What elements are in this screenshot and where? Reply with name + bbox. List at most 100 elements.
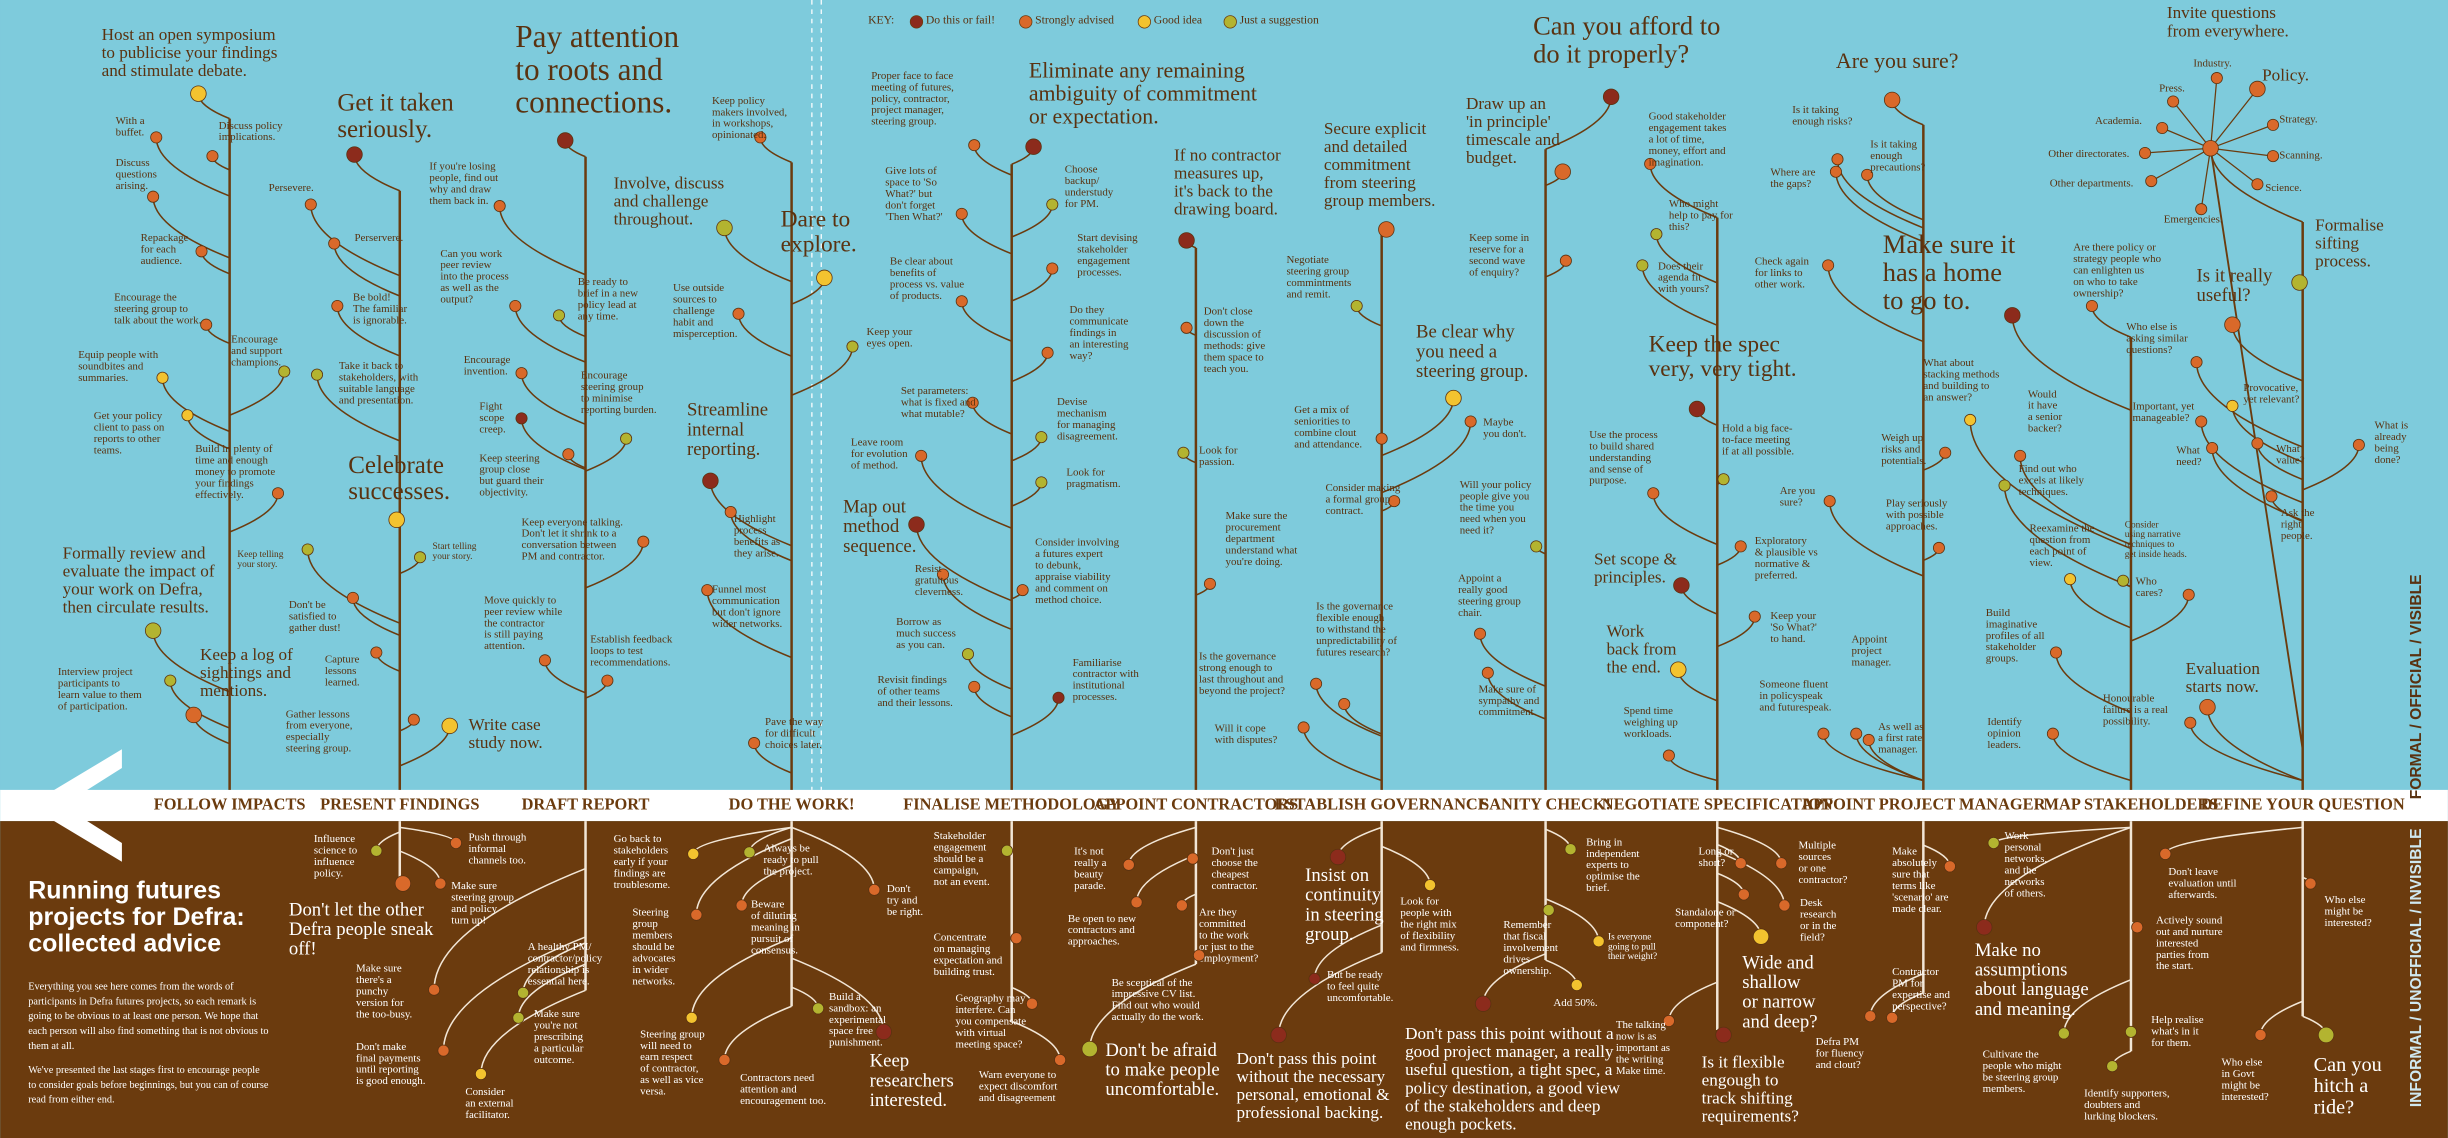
advice-line: project manager, [871, 104, 944, 116]
advice-line: Is the governance [1199, 651, 1276, 663]
advice-dot [185, 706, 202, 724]
advice-line: What about [1923, 357, 1974, 369]
advice-line: networks. [632, 976, 675, 988]
advice-dot [2206, 442, 2219, 455]
advice-line: ready to pull [763, 854, 818, 866]
advice-line: gather dust! [289, 622, 341, 634]
advice-line: Who else [2325, 894, 2366, 906]
branch [1277, 951, 1382, 1035]
advice-line: The talking [1616, 1019, 1667, 1031]
advice-line: Appoint [1852, 634, 1888, 646]
advice-line: and building to [1923, 380, 1990, 392]
advice-line: Choose [1065, 164, 1098, 176]
advice-line: and clout? [1816, 1059, 1861, 1071]
advice-text: Exploratory & plausible vs normative & pref… [1755, 535, 1818, 581]
advice-text: Does their agenda fit with yours? [1658, 260, 1709, 295]
key-dot [1223, 15, 1237, 29]
advice-line: component? [1675, 918, 1728, 930]
advice-text: Good stakeholder engagement takes a lot of… [1649, 111, 1727, 169]
advice-line: yet relevant? [2243, 394, 2299, 406]
advice-dot [1748, 610, 1761, 623]
advice-line: reserve for a [1469, 244, 1524, 256]
advice-dot [562, 448, 575, 461]
advice-line: Consider [2125, 520, 2160, 530]
advice-text: Encourage steering group to minimise report… [581, 370, 657, 416]
advice-line: and disagreement [979, 1092, 1056, 1104]
advice-line: engough to [1702, 1070, 1779, 1089]
advice-line: Keep a log of [200, 645, 293, 664]
advice-line: Don't pass this point without a [1405, 1024, 1614, 1043]
stage-label: FOLLOW IMPACTS [154, 794, 306, 813]
advice-text: Work personal networks, and the networks of o… [2005, 830, 2048, 899]
advice-dot [156, 371, 169, 384]
advice-line: 'scenario' are [1892, 892, 1948, 904]
advice-line: Make sure of [1478, 684, 1536, 696]
advice-text: Bring in independent experts to optimise th… [1586, 836, 1640, 894]
advice-line: beyond the project? [1199, 685, 1285, 697]
branch [2200, 148, 2212, 210]
advice-dot [748, 737, 761, 750]
advice-line: Dare to [781, 207, 851, 233]
advice-line: Pay attention [515, 19, 679, 54]
advice-line: down the [1204, 317, 1244, 329]
advice-line: Insist on [1305, 865, 1370, 886]
advice-line: But be ready [1327, 969, 1383, 981]
advice-dot [1987, 836, 2000, 849]
advice-line: benefits of [890, 267, 937, 279]
advice-line: for them. [2151, 1037, 2191, 1049]
advice-text: Standalone or component? [1675, 907, 1736, 930]
advice-line: to debunk, [1035, 560, 1081, 572]
advice-line: Someone fluent [1759, 679, 1828, 691]
advice-line: Give lots of [885, 165, 937, 177]
advice-dot [1052, 691, 1065, 704]
advice-text: Warn everyone to expect discomfort and dis… [979, 1069, 1057, 1104]
advice-line: Defra people sneak [289, 919, 434, 940]
advice-text: Weigh up risks and potentials. [1881, 432, 1926, 467]
advice-dot [311, 368, 324, 381]
advice-text: Highlight process benefits as they arise. [734, 513, 780, 559]
advice-line: implications. [219, 131, 276, 143]
advice-line: techniques to [2125, 540, 2175, 550]
advice-dot [1734, 857, 1747, 870]
advice-line: sympathy and [1478, 695, 1539, 707]
advice-text: Honourable failure is a real possibility. [2103, 693, 2168, 728]
advice-line: recommendations. [590, 656, 670, 668]
advice-line: pursuit of [751, 933, 793, 945]
key-dot [909, 15, 924, 29]
advice-dot [2251, 437, 2264, 450]
advice-line: an external [465, 1098, 513, 1110]
advice-line: researchers [870, 1070, 954, 1091]
advice-dot [1297, 721, 1310, 734]
sidebar-line: participants in Defra futures projects, … [28, 997, 256, 1008]
advice-text: Don't close down the discussion of methods:… [1204, 306, 1266, 375]
advice-line: process [734, 525, 767, 537]
advice-line: Will it cope [1215, 723, 1266, 735]
advice-line: group members. [1324, 191, 1436, 210]
advice-line: try and [887, 895, 918, 907]
advice-line: interested? [2325, 917, 2372, 929]
advice-line: Maybe [1483, 417, 1513, 429]
advice-text: Set parameters: what is fixed and what mut… [901, 385, 976, 420]
advice-dot [908, 516, 925, 533]
arrow [28, 749, 122, 862]
advice-dot [961, 648, 974, 661]
advice-line: benefits as [734, 536, 780, 548]
advice-text: Look for pragmatism. [1066, 467, 1120, 490]
advice-line: Host an open symposium [102, 25, 277, 44]
advice-line: policy. [314, 868, 343, 880]
stage-label: PRESENT FINDINGS [320, 794, 479, 813]
advice-text: Actively sound out and nurture interested p… [2156, 915, 2223, 973]
advice-dot [2159, 847, 2172, 860]
advice-line: steering group to [114, 303, 188, 315]
branch [2195, 362, 2303, 448]
advice-dot [434, 877, 447, 890]
advice-text: Can you afford to do it properly? [1533, 11, 1720, 69]
advice-line: Cultivate the [1983, 1049, 2039, 1061]
advice-line: going to pull [1608, 942, 1656, 952]
advice-text: Build a sandbox: an experimental space free… [829, 991, 886, 1049]
advice-line: need? [2176, 456, 2202, 468]
advice-line: reporting. [687, 439, 760, 460]
advice-dot [1734, 540, 1747, 553]
advice-text: Wide and shallow or narrow and deep? [1742, 952, 1817, 1032]
advice-line: reports to other [94, 433, 161, 445]
